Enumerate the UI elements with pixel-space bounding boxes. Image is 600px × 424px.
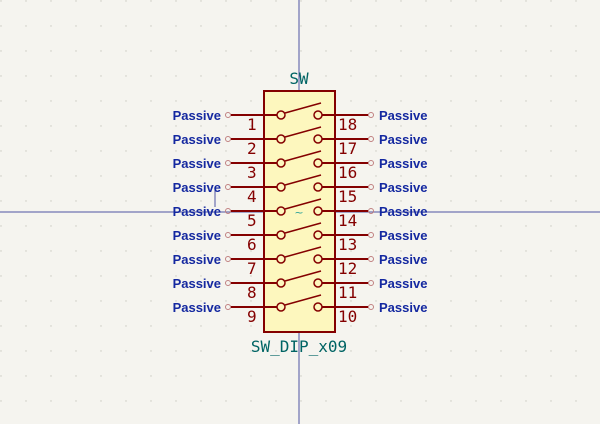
pin-type-label: Passive: [379, 300, 427, 315]
pin-end-circle[interactable]: [225, 280, 231, 286]
pin-type-label: Passive: [173, 276, 221, 291]
pin-number: 4: [247, 187, 257, 206]
switch-lever: [284, 246, 322, 258]
switch-contact-right: [313, 302, 323, 312]
pin-end-circle[interactable]: [368, 184, 374, 190]
pin-type-label: Passive: [173, 228, 221, 243]
pin-type-label: Passive: [379, 228, 427, 243]
pin-end-circle[interactable]: [225, 304, 231, 310]
component-value[interactable]: SW_DIP_x09: [251, 337, 347, 356]
pin-number: 7: [247, 259, 257, 278]
pin-number: 13: [338, 235, 357, 254]
switch-contact-left: [276, 302, 286, 312]
switch-contact-right: [313, 158, 323, 168]
pin-number: 10: [338, 307, 357, 326]
pin-type-label: Passive: [379, 180, 427, 195]
switch-lever: [284, 294, 322, 306]
switch-lever: [284, 174, 322, 186]
pin-end-circle[interactable]: [225, 256, 231, 262]
switch-contact-left: [276, 110, 286, 120]
switch-contact-right: [313, 278, 323, 288]
pin-type-label: Passive: [379, 108, 427, 123]
pin-number: 5: [247, 211, 257, 230]
pin-end-circle[interactable]: [368, 136, 374, 142]
switch-contact-right: [313, 110, 323, 120]
pin-type-label: Passive: [173, 204, 221, 219]
switch-contact-right: [313, 134, 323, 144]
pin-end-circle[interactable]: [368, 208, 374, 214]
switch-contact-left: [276, 230, 286, 240]
pin-number: 16: [338, 163, 357, 182]
pin-type-label: Passive: [379, 276, 427, 291]
pin-number: 14: [338, 211, 357, 230]
pin-type-label: Passive: [379, 204, 427, 219]
switch-contact-right: [313, 182, 323, 192]
reference-designator[interactable]: SW: [289, 69, 309, 88]
pin-type-label: Passive: [173, 132, 221, 147]
pin-number: 9: [247, 307, 257, 326]
switch-lever: [284, 150, 322, 162]
pin-type-label: Passive: [173, 108, 221, 123]
pin-type-label: Passive: [173, 252, 221, 267]
pin-end-circle[interactable]: [225, 184, 231, 190]
switch-lever: [284, 198, 322, 210]
pin-end-circle[interactable]: [225, 232, 231, 238]
pin-number: 18: [338, 115, 357, 134]
switch-contact-left: [276, 206, 286, 216]
switch-contact-left: [276, 254, 286, 264]
pin-end-circle[interactable]: [368, 232, 374, 238]
switch-contact-left: [276, 158, 286, 168]
pin-type-label: Passive: [173, 156, 221, 171]
component-marker: ~: [294, 206, 303, 219]
pin-end-circle[interactable]: [225, 208, 231, 214]
switch-lever: [284, 222, 322, 234]
pin-end-circle[interactable]: [225, 112, 231, 118]
dip-switch-symbol[interactable]: Passive 1 Passive 2 Passive 3 Passive 4 Passive 5…: [173, 69, 428, 356]
pin-end-circle[interactable]: [368, 112, 374, 118]
switch-lever: [284, 102, 322, 114]
switch-contact-right: [313, 206, 323, 216]
pin-type-label: Passive: [173, 300, 221, 315]
pin-number: 2: [247, 139, 257, 158]
pin-number: 1: [247, 115, 257, 134]
switch-contact-right: [313, 230, 323, 240]
pin-number: 6: [247, 235, 257, 254]
pin-number: 11: [338, 283, 357, 302]
switch-contact-right: [313, 254, 323, 264]
pin-end-circle[interactable]: [368, 304, 374, 310]
pin-end-circle[interactable]: [225, 136, 231, 142]
switch-contact-left: [276, 134, 286, 144]
pin-number: 15: [338, 187, 357, 206]
pin-type-label: Passive: [173, 180, 221, 195]
pin-type-label: Passive: [379, 156, 427, 171]
pin-group: Passive 1 Passive 2 Passive 3 Passive 4 Passive 5…: [173, 108, 428, 326]
switch-lever: [284, 126, 322, 138]
pin-number: 3: [247, 163, 257, 182]
pin-type-label: Passive: [379, 252, 427, 267]
switch-group: [276, 102, 323, 312]
pin-end-circle[interactable]: [225, 160, 231, 166]
switch-contact-left: [276, 278, 286, 288]
switch-contact-left: [276, 182, 286, 192]
switch-lever: [284, 270, 322, 282]
pin-number: 12: [338, 259, 357, 278]
pin-type-label: Passive: [379, 132, 427, 147]
pin-end-circle[interactable]: [368, 280, 374, 286]
pin-end-circle[interactable]: [368, 256, 374, 262]
pin-number: 8: [247, 283, 257, 302]
pin-end-circle[interactable]: [368, 160, 374, 166]
pin-number: 17: [338, 139, 357, 158]
